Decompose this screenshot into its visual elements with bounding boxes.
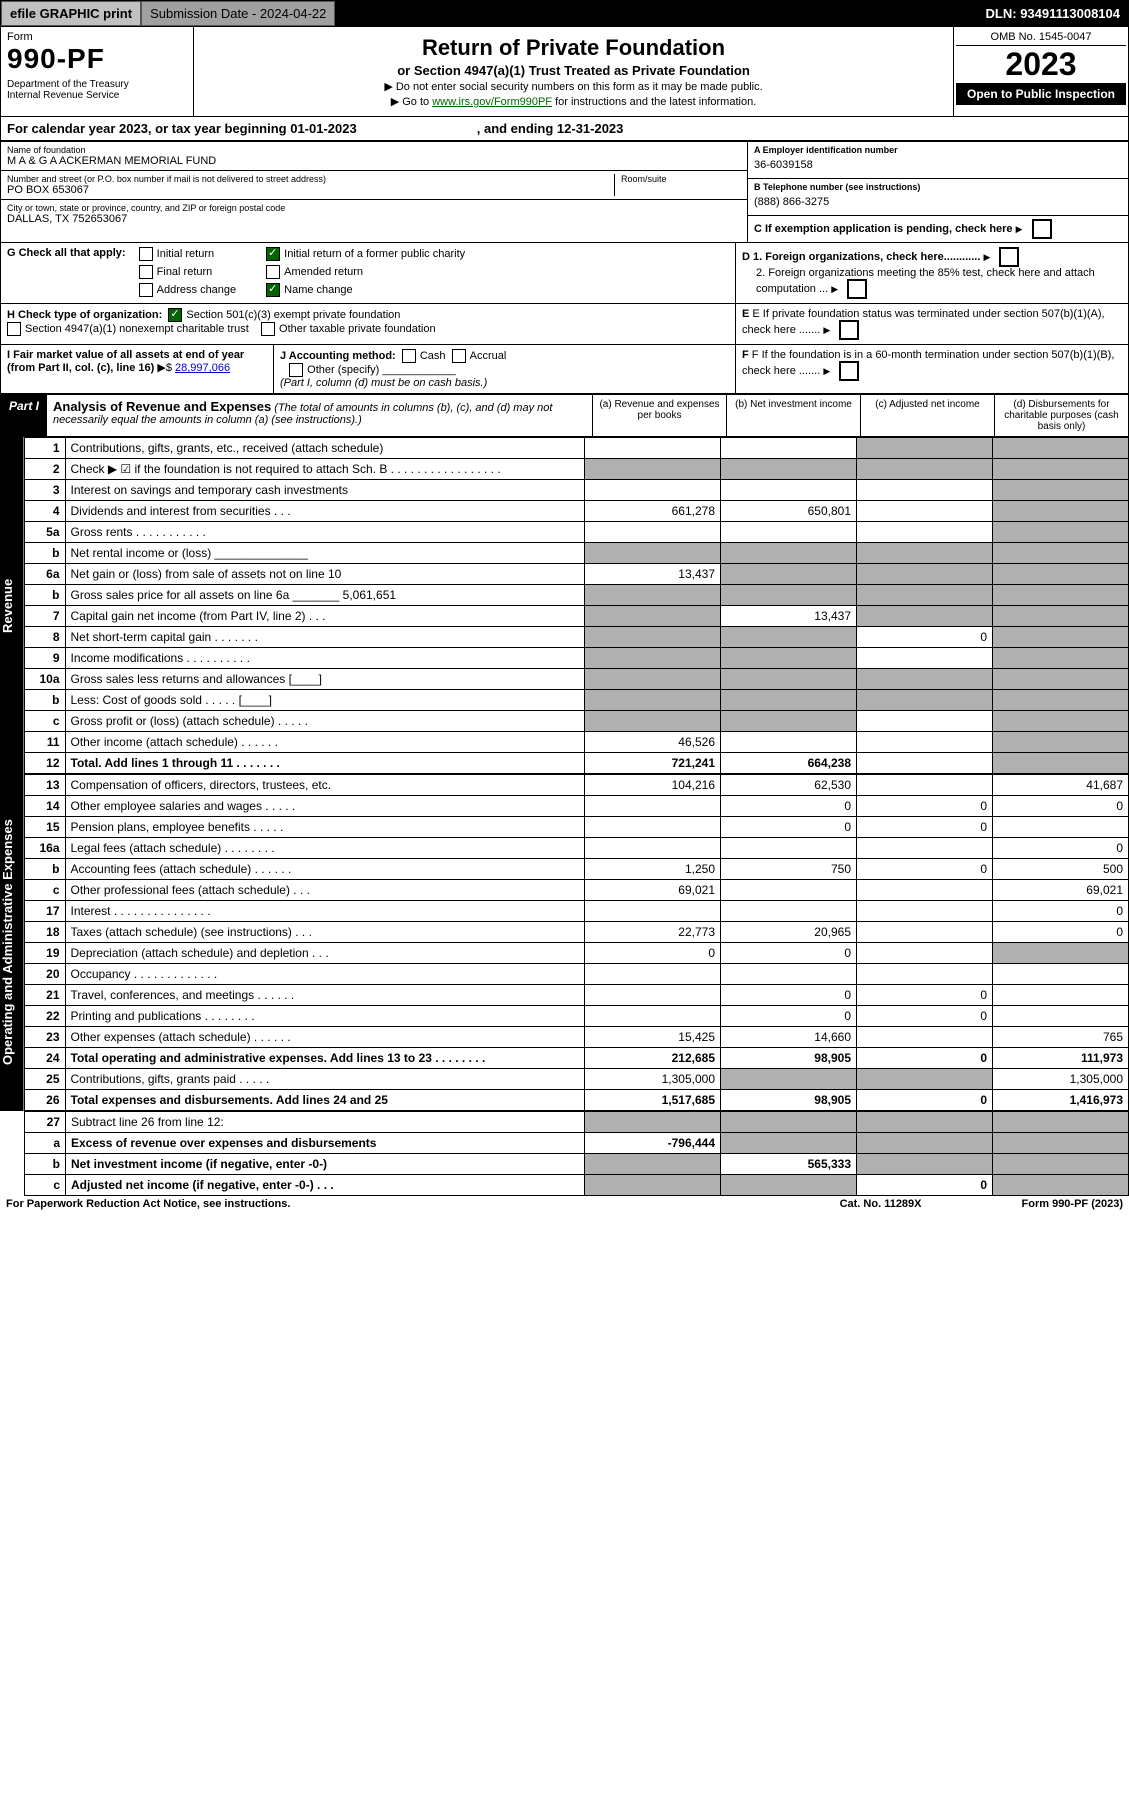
expenses-table: 13Compensation of officers, directors, t… — [24, 774, 1129, 1111]
col-c: (c) Adjusted net income — [860, 395, 994, 436]
top-bar: efile GRAPHIC print Submission Date - 20… — [0, 0, 1129, 27]
identity-block: Name of foundationM A & G A ACKERMAN MEM… — [0, 141, 1129, 243]
section-h-e: H Check type of organization: Section 50… — [0, 304, 1129, 345]
col-b: (b) Net investment income — [726, 395, 860, 436]
goto-note: ▶ Go to www.irs.gov/Form990PF for instru… — [200, 95, 947, 108]
section-g-d: G Check all that apply: Initial return I… — [0, 243, 1129, 304]
501c3-checkbox[interactable] — [168, 308, 182, 322]
form-header: Form 990-PF Department of the Treasury I… — [0, 27, 1129, 117]
foundation-name: M A & G A ACKERMAN MEMORIAL FUND — [7, 155, 741, 167]
form-subtitle: or Section 4947(a)(1) Trust Treated as P… — [200, 63, 947, 78]
footer-row: For Paperwork Reduction Act Notice, see … — [0, 1196, 1129, 1212]
part1-label: Part I — [1, 395, 47, 436]
dln: DLN: 93491113008104 — [978, 2, 1128, 25]
part1-header: Part I Analysis of Revenue and Expenses … — [0, 394, 1129, 437]
irs-link[interactable]: www.irs.gov/Form990PF — [432, 96, 552, 108]
section-i-j-f: I Fair market value of all assets at end… — [0, 345, 1129, 394]
ssn-note: ▶ Do not enter social security numbers o… — [200, 80, 947, 93]
col-a: (a) Revenue and expenses per books — [592, 395, 726, 436]
omb-number: OMB No. 1545-0047 — [956, 29, 1126, 46]
efile-print-btn[interactable]: efile GRAPHIC print — [1, 1, 141, 26]
form-number: 990-PF — [7, 43, 187, 75]
initial-former-checkbox[interactable] — [266, 247, 280, 261]
city-state-zip: DALLAS, TX 752653067 — [7, 213, 741, 225]
form-word: Form — [7, 31, 187, 43]
exemption-pending-checkbox[interactable] — [1032, 219, 1052, 239]
col-d: (d) Disbursements for charitable purpose… — [994, 395, 1128, 436]
address: PO BOX 653067 — [7, 184, 614, 196]
submission-date: Submission Date - 2024-04-22 — [141, 1, 335, 26]
net-section: 27Subtract line 26 from line 12:aExcess … — [24, 1111, 1129, 1196]
revenue-table: 1Contributions, gifts, grants, etc., rec… — [24, 437, 1129, 774]
open-to-public: Open to Public Inspection — [956, 83, 1126, 105]
dept-treasury: Department of the Treasury Internal Reve… — [7, 79, 187, 101]
form-title: Return of Private Foundation — [200, 35, 947, 61]
revenue-section: Revenue 1Contributions, gifts, grants, e… — [0, 437, 1129, 774]
telephone: (888) 866-3275 — [754, 192, 1122, 212]
name-change-checkbox[interactable] — [266, 283, 280, 297]
expenses-section: Operating and Administrative Expenses 13… — [0, 774, 1129, 1111]
tax-year: 2023 — [956, 46, 1126, 83]
fmv-link[interactable]: 28,997,066 — [175, 362, 230, 374]
ein: 36-6039158 — [754, 155, 1122, 175]
calendar-year-row: For calendar year 2023, or tax year begi… — [0, 117, 1129, 141]
